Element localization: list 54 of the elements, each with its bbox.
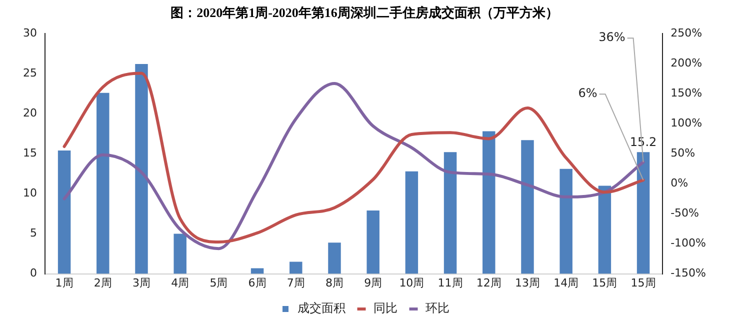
data-label: 36% [598,30,626,44]
y-tick-label: 25 [22,66,37,80]
y2-tick-label: 250% [670,26,702,40]
bar [96,92,110,274]
x-tick-label: 1周 [55,276,74,290]
x-tick-label: 15周 [630,276,656,290]
x-tick-label: 13周 [514,276,540,290]
y2-tick-label: 150% [670,86,702,100]
y2-tick-label: 100% [670,116,702,130]
legend-label: 同比 [374,301,398,316]
bar [482,131,496,274]
y-tick-label: 0 [30,266,37,280]
bar [250,268,264,274]
x-tick-label: 15周 [592,276,618,290]
x-tick-label: 9周 [364,276,382,290]
x-tick-label: 4周 [171,276,190,290]
y2-tick-label: 50% [670,146,696,160]
bar [405,171,418,274]
bar [328,242,341,274]
x-tick-label: 6周 [248,276,266,290]
bar [174,234,186,274]
y-tick-label: 5 [30,226,37,240]
x-tick-label: 2周 [94,276,112,290]
x-tick-label: 8周 [325,276,344,290]
x-tick-label: 3周 [132,276,150,290]
x-tick-label: 12周 [476,276,502,290]
x-tick-label: 14周 [554,276,579,290]
bar [444,152,457,274]
y2-tick-label: -100% [670,236,706,250]
y-tick-label: 20 [22,106,37,120]
data-label: 15.2 [630,135,657,150]
bar [598,186,612,274]
x-tick-label: 7周 [286,276,305,290]
chart-title: 图：2020年第1周-2020年第16周深圳二手住房成交面积（万平方米） [170,5,558,20]
bar [521,140,534,274]
bar [560,168,572,274]
data-label: 6% [578,86,598,100]
legend-label: 成交面积 [298,301,346,316]
bar [290,262,302,274]
y2-tick-label: 200% [670,56,702,70]
y-tick-label: 15 [22,146,37,160]
x-tick-label: 10周 [399,276,424,290]
bar [135,64,148,274]
bar [58,150,71,274]
x-tick-label: 5周 [210,276,228,290]
y2-tick-label: -150% [670,266,706,280]
legend-label: 环比 [426,301,450,316]
x-tick-label: 11周 [438,276,463,290]
bar [636,152,650,274]
y-tick-label: 10 [22,186,37,200]
y2-tick-label: 0% [670,176,688,190]
y2-tick-label: -50% [670,206,700,220]
bar [366,210,380,274]
y-tick-label: 30 [22,26,37,40]
